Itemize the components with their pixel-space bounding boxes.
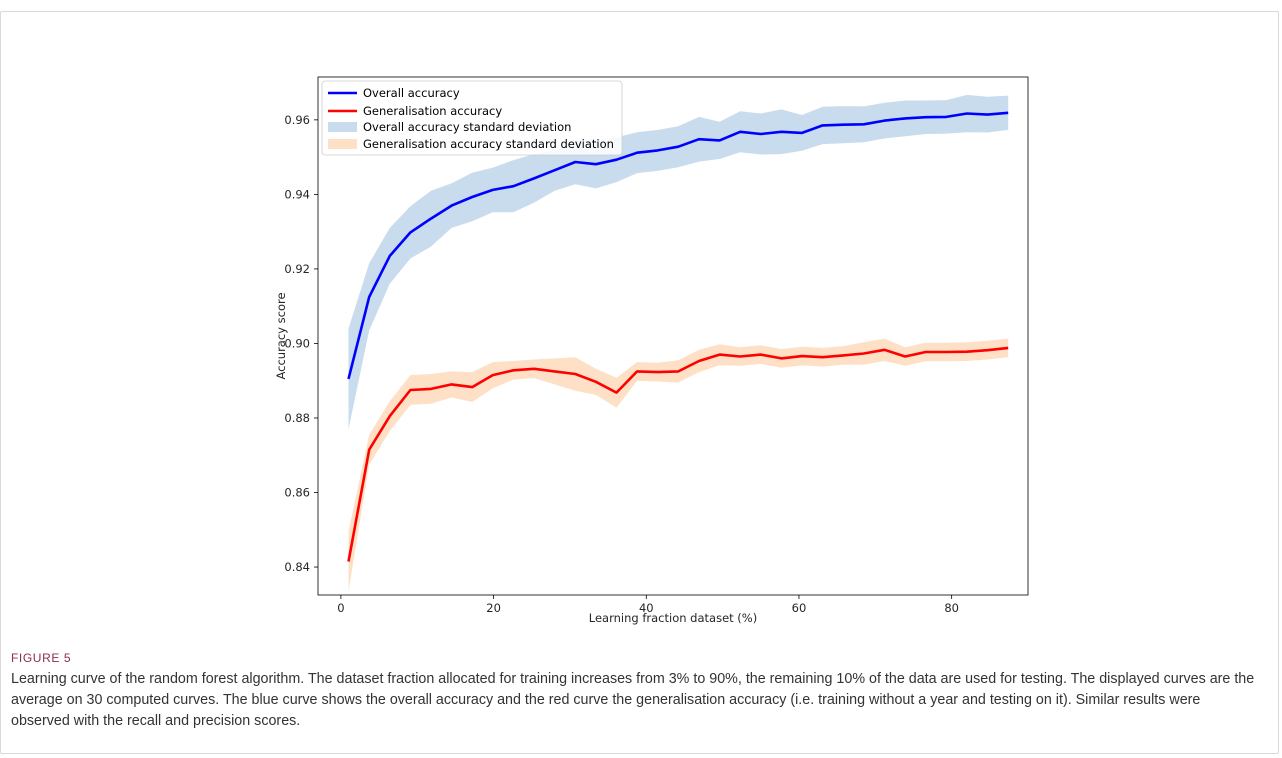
overall-accuracy-standard-deviation-band xyxy=(348,94,1009,430)
legend-swatch-overall-std xyxy=(328,122,357,132)
legend: Overall accuracy Generalisation accuracy… xyxy=(321,80,623,156)
x-axis-ticks: 0 20 40 60 80 xyxy=(337,595,959,615)
y-tick-label: 0.94 xyxy=(284,187,310,201)
legend-label-generalisation: Generalisation accuracy xyxy=(363,104,502,118)
x-tick-label: 60 xyxy=(792,601,807,615)
legend-label-overall-std: Overall accuracy standard deviation xyxy=(363,120,571,134)
figure-label: FIGURE 5 xyxy=(11,651,72,665)
learning-curve-chart: 0 20 40 60 80 0.84 0.86 0.88 0.90 0.92 0.94 0.96 L… xyxy=(274,76,1029,625)
legend-swatch-generalisation-std xyxy=(328,139,357,149)
x-tick-label: 40 xyxy=(639,601,654,615)
y-tick-label: 0.86 xyxy=(284,486,310,500)
series-lines xyxy=(347,111,1009,562)
y-tick-label: 0.84 xyxy=(284,560,310,574)
y-tick-label: 0.96 xyxy=(284,113,310,127)
y-tick-label: 0.88 xyxy=(284,411,310,425)
legend-box xyxy=(321,80,623,156)
y-tick-label: 0.92 xyxy=(284,262,310,276)
y-axis-ticks: 0.84 0.86 0.88 0.90 0.92 0.94 0.96 xyxy=(284,113,318,574)
generalisation-accuracy-line xyxy=(347,346,1009,562)
overall-accuracy-line xyxy=(347,111,1009,380)
y-tick-label: 0.90 xyxy=(284,336,310,350)
x-tick-label: 20 xyxy=(486,601,501,615)
plot-area xyxy=(317,76,1029,596)
legend-label-generalisation-std: Generalisation accuracy standard deviati… xyxy=(363,137,614,151)
x-tick-label: 80 xyxy=(944,601,959,615)
legend-label-overall: Overall accuracy xyxy=(363,86,460,100)
x-axis-label: Learning fraction dataset (%) xyxy=(589,611,757,625)
std-bands xyxy=(348,94,1009,592)
x-tick-label: 0 xyxy=(337,601,344,615)
figure-caption: Learning curve of the random forest algo… xyxy=(11,671,1255,729)
y-axis-label: Accuracy score xyxy=(274,292,288,379)
generalisation-accuracy-standard-deviation-band xyxy=(348,338,1009,592)
